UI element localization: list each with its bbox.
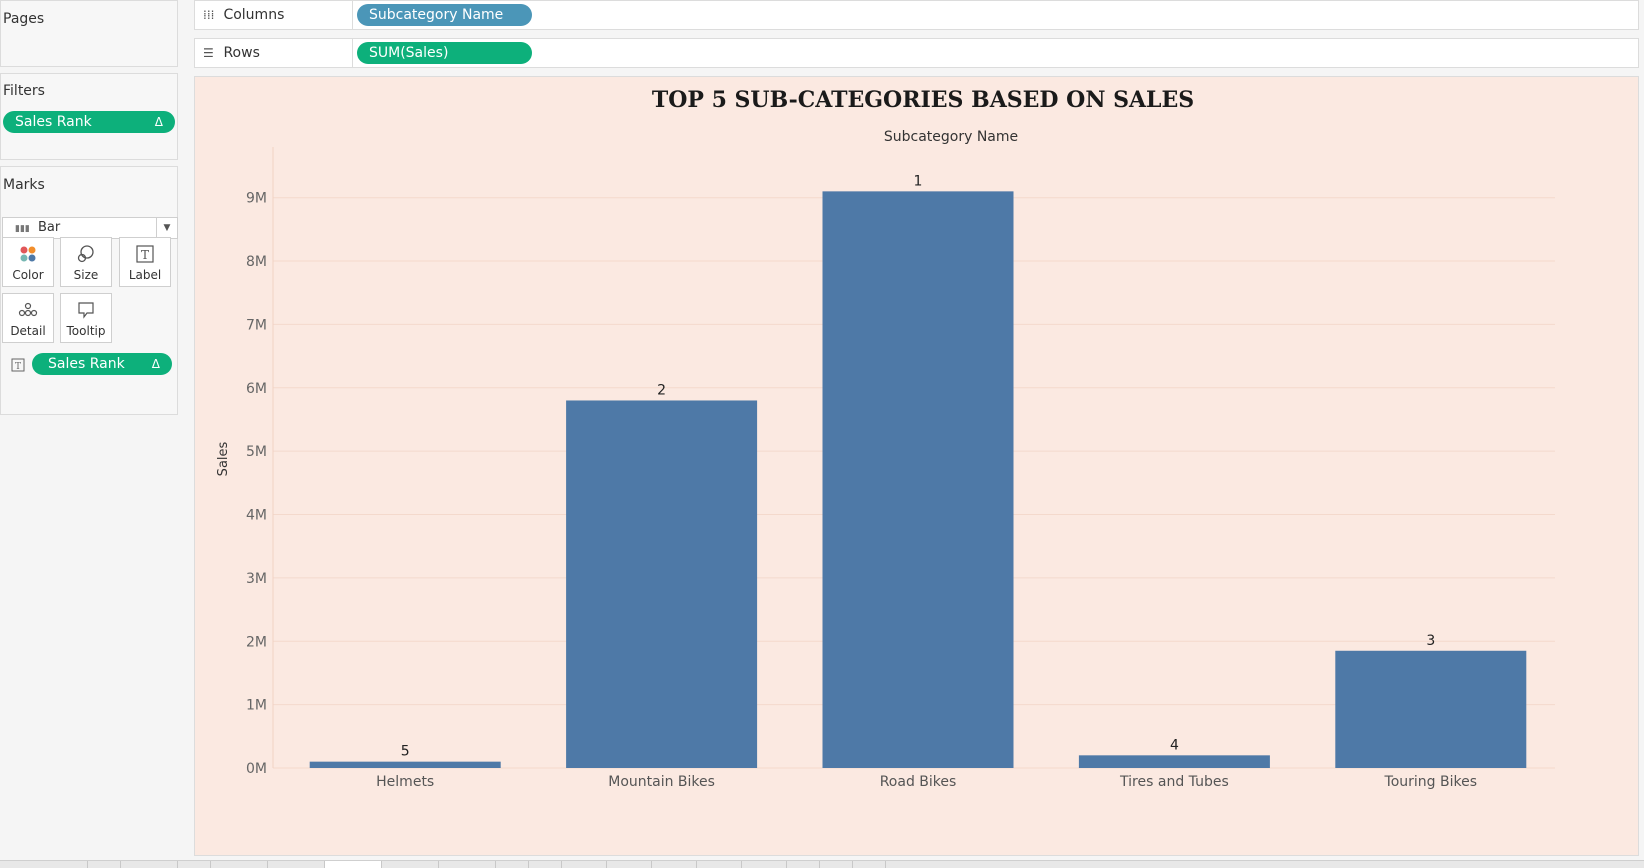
delta-icon: Δ — [151, 357, 160, 371]
size-button[interactable]: Size — [60, 237, 112, 287]
column-header: Subcategory Name — [884, 129, 1018, 145]
delta-icon: Δ — [154, 115, 163, 129]
y-tick-label: 4M — [246, 508, 267, 524]
data-labels: 5 2 1 4 3 — [401, 173, 1436, 759]
tooltip-button-label: Tooltip — [66, 324, 106, 338]
x-tick-label: Mountain Bikes — [608, 774, 715, 790]
x-tick-label: Touring Bikes — [1384, 774, 1477, 790]
sheet-tab[interactable] — [529, 861, 562, 868]
sheet-tab[interactable] — [562, 861, 607, 868]
marks-pill-label: Sales Rank — [48, 356, 125, 372]
text-label-icon: T — [120, 244, 170, 268]
sheet-tabs-bar[interactable] — [0, 860, 1644, 868]
sheet-tab[interactable] — [742, 861, 787, 868]
x-axis-labels: Helmets Mountain Bikes Road Bikes Tires and… — [376, 774, 1477, 790]
bar-helmets[interactable] — [309, 761, 501, 768]
y-tick-label: 8M — [246, 254, 267, 270]
rows-shelf-label: ☰ Rows — [195, 39, 353, 67]
rows-icon: ☰ — [203, 46, 214, 60]
svg-text:T: T — [141, 248, 149, 262]
sheet-tab[interactable] — [88, 861, 121, 868]
sheet-tab[interactable] — [55, 861, 88, 868]
color-icon — [3, 244, 53, 268]
data-label: 2 — [657, 382, 666, 398]
sheet-tab[interactable] — [820, 861, 853, 868]
label-button-label: Label — [128, 268, 162, 282]
bars — [309, 191, 1527, 768]
x-tick-label: Road Bikes — [880, 774, 957, 790]
detail-icon — [3, 300, 53, 324]
label-encoding-icon: T — [11, 357, 25, 376]
label-button[interactable]: T Label — [119, 237, 171, 287]
filter-pill-sales-rank[interactable]: Sales Rank Δ — [3, 111, 175, 133]
sheet-tab[interactable] — [268, 861, 325, 868]
color-button-label: Color — [12, 268, 44, 282]
pages-title: Pages — [3, 11, 45, 27]
tooltip-button[interactable]: Tooltip — [60, 293, 112, 343]
sheet-tab[interactable] — [697, 861, 742, 868]
bar-mountain-bikes[interactable] — [566, 400, 758, 768]
data-label: 3 — [1426, 633, 1435, 649]
sheet-tab[interactable] — [496, 861, 529, 868]
size-icon — [61, 244, 111, 268]
chevron-down-icon[interactable]: ▼ — [156, 218, 177, 238]
detail-button[interactable]: Detail — [2, 293, 54, 343]
rows-label-text: Rows — [223, 45, 260, 61]
viz-area[interactable]: TOP 5 SUB-CATEGORIES BASED ON SALES Subc… — [194, 76, 1639, 856]
sheet-tab[interactable] — [787, 861, 820, 868]
detail-button-label: Detail — [10, 324, 46, 338]
sheet-tab[interactable] — [652, 861, 697, 868]
filters-title: Filters — [3, 83, 45, 99]
columns-label-text: Columns — [223, 7, 285, 23]
y-tick-label: 1M — [246, 698, 267, 714]
y-tick-label: 7M — [246, 317, 267, 333]
bar-chart-icon: ▮▮▮ — [15, 224, 30, 234]
mark-type-value: Bar — [38, 220, 61, 235]
columns-shelf[interactable]: ⁞⁞⁞ Columns Subcategory Name — [194, 0, 1639, 30]
y-tick-label: 0M — [246, 761, 267, 777]
mark-type-dropdown[interactable]: ▮▮▮ Bar ▼ — [2, 217, 178, 239]
rows-pill-sum-sales[interactable]: SUM(Sales) — [357, 42, 532, 64]
columns-shelf-label: ⁞⁞⁞ Columns — [195, 1, 353, 29]
svg-text:T: T — [15, 362, 21, 372]
size-button-label: Size — [73, 268, 99, 282]
y-axis-ticks: 0M 1M 2M 3M 4M 5M 6M 7M 8M 9M — [246, 191, 267, 777]
marks-pill-sales-rank[interactable]: Sales Rank Δ — [32, 353, 172, 375]
bar-road-bikes[interactable] — [822, 191, 1014, 768]
sheet-tab[interactable] — [178, 861, 211, 868]
chart-title: TOP 5 SUB-CATEGORIES BASED ON SALES — [652, 87, 1194, 113]
x-tick-label: Helmets — [376, 774, 434, 790]
y-tick-label: 3M — [246, 571, 267, 587]
bar-tires-and-tubes[interactable] — [1078, 755, 1270, 768]
y-tick-label: 2M — [246, 634, 267, 650]
y-tick-label: 6M — [246, 381, 267, 397]
color-button[interactable]: Color — [2, 237, 54, 287]
data-label: 4 — [1170, 737, 1179, 753]
y-tick-label: 5M — [246, 444, 267, 460]
filter-pill-label: Sales Rank — [15, 114, 92, 130]
bar-touring-bikes[interactable] — [1335, 650, 1527, 768]
tooltip-icon — [61, 300, 111, 324]
y-tick-label: 9M — [246, 191, 267, 207]
columns-icon: ⁞⁞⁞ — [203, 8, 215, 22]
data-label: 5 — [401, 744, 410, 760]
bar-chart[interactable]: TOP 5 SUB-CATEGORIES BASED ON SALES Subc… — [195, 77, 1638, 855]
sheet-tab-active[interactable] — [325, 861, 382, 868]
sheet-tab[interactable] — [853, 861, 886, 868]
sheet-tab[interactable] — [121, 861, 178, 868]
columns-pill-subcategory-name[interactable]: Subcategory Name — [357, 4, 532, 26]
sheet-tab[interactable] — [211, 861, 268, 868]
pages-panel[interactable]: Pages — [0, 0, 178, 67]
x-tick-label: Tires and Tubes — [1119, 774, 1229, 790]
data-label: 1 — [914, 173, 923, 189]
filters-panel[interactable]: Filters Sales Rank Δ — [0, 73, 178, 160]
y-axis-label: Sales — [216, 441, 231, 476]
sheet-tab[interactable] — [607, 861, 652, 868]
marks-title: Marks — [3, 177, 45, 193]
sheet-tab[interactable] — [439, 861, 496, 868]
sheet-tab[interactable] — [382, 861, 439, 868]
rows-shelf[interactable]: ☰ Rows SUM(Sales) — [194, 38, 1639, 68]
marks-panel[interactable]: Marks — [0, 166, 178, 415]
